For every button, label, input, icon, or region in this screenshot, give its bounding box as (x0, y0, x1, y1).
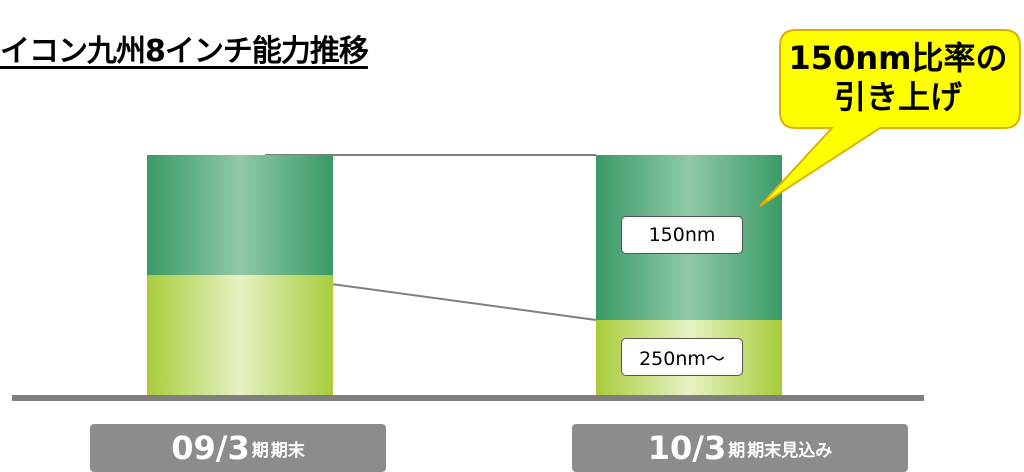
period-label-0903: 09/3 期 期末 (90, 424, 386, 472)
callout-shape (759, 29, 1021, 207)
callout-line-2: 引き上げ (833, 78, 962, 116)
bar-segment-150nm (147, 155, 333, 275)
callout-text: 150nm比率の 引き上げ (776, 28, 1020, 128)
chart-title: イコン九州8インチ能力推移 (0, 34, 369, 69)
callout-line-1: 150nm比率の (788, 38, 1008, 77)
segment-label-150nm: 150nm (621, 216, 743, 254)
period-unit: 期 (251, 440, 269, 461)
baseline-axis (12, 395, 924, 401)
period-suffix: 期末見込み (747, 440, 833, 461)
period-year: 09/3 (171, 429, 250, 467)
period-label-1003: 10/3 期 期末見込み (572, 424, 908, 472)
period-year: 10/3 (647, 429, 727, 467)
segment-label-250nm: 250nm〜 (621, 338, 743, 376)
callout-bubble (759, 29, 1021, 207)
period-unit: 期 (728, 440, 746, 461)
bar-segment-250nm (147, 275, 333, 395)
period-suffix: 期末 (270, 440, 305, 461)
